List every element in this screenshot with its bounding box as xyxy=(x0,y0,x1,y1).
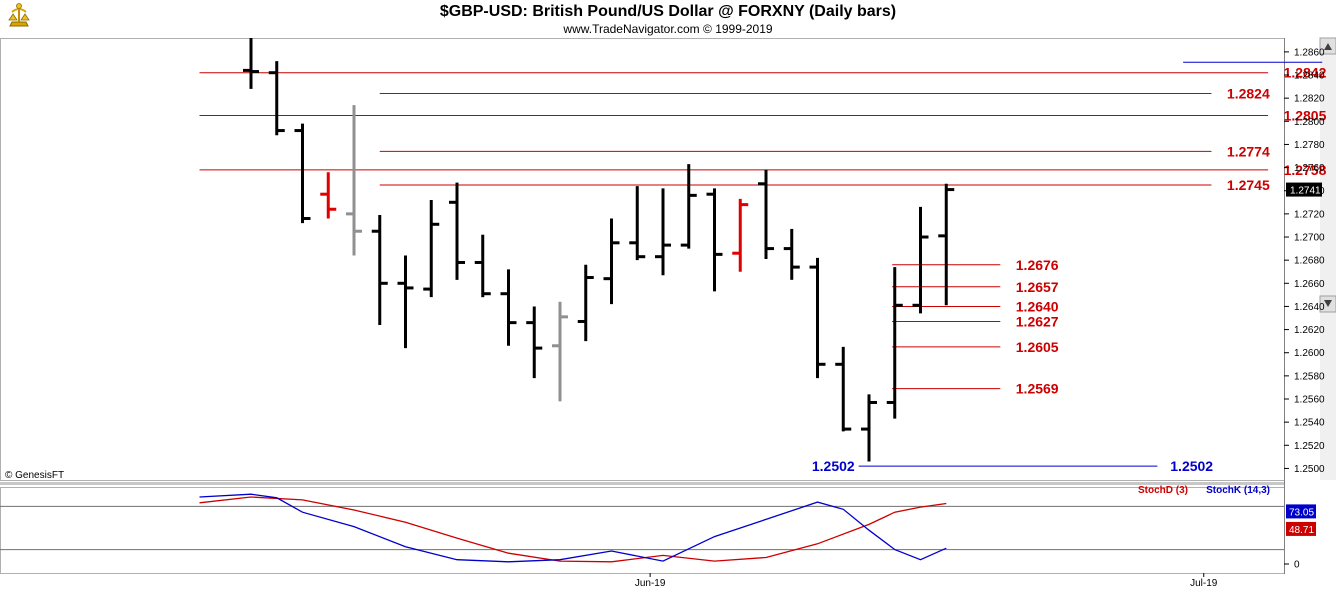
y-tick-label: 1.2580 xyxy=(1294,371,1325,382)
ohlc-bar xyxy=(809,257,826,379)
ohlc-bar xyxy=(268,61,285,136)
stoch-series-line xyxy=(199,496,947,563)
copyright-label: © GenesisFT xyxy=(5,470,64,481)
y-tick-label: 1.2600 xyxy=(1294,348,1325,359)
level-label: 1.2745 xyxy=(1227,177,1270,193)
y-tick-label: 1.2760 xyxy=(1294,163,1325,174)
ohlc-bar xyxy=(655,188,671,276)
ohlc-bar xyxy=(886,267,903,419)
stochk-value-label: 73.05 xyxy=(1289,507,1314,518)
ohlc-bar xyxy=(371,215,388,325)
ohlc-bar xyxy=(243,38,259,89)
ohlc-bar xyxy=(294,123,311,224)
last-price-label: 1.2741 xyxy=(1290,186,1321,197)
stoch-series-line xyxy=(199,493,947,563)
ohlc-bar xyxy=(449,182,465,280)
ohlc-bar xyxy=(474,234,491,298)
y-tick-label: 1.2660 xyxy=(1294,279,1325,290)
y-tick-label: 1.2520 xyxy=(1294,441,1325,452)
ohlc-bar xyxy=(346,105,362,256)
ohlc-bar xyxy=(783,228,800,280)
x-tick-label: Jun-19 xyxy=(635,578,666,589)
ohlc-bar xyxy=(680,164,697,249)
stoch-panel-frame xyxy=(0,487,1285,574)
arrow-up-icon xyxy=(1324,43,1332,50)
price-panel-frame xyxy=(0,38,1285,481)
ohlc-bar xyxy=(835,346,852,432)
stochd-value-label: 48.71 xyxy=(1289,525,1314,536)
ohlc-bar xyxy=(577,264,594,342)
arrow-down-icon xyxy=(1324,300,1332,307)
stoch-y-tick-label: 0 xyxy=(1294,560,1300,571)
vertical-scrollbar[interactable] xyxy=(1319,37,1336,480)
y-tick-label: 1.2720 xyxy=(1294,209,1325,220)
y-tick-label: 1.2700 xyxy=(1294,233,1325,244)
level-label: 1.2774 xyxy=(1227,143,1270,159)
y-tick-label: 1.2780 xyxy=(1294,140,1325,151)
level-label: 1.2842 xyxy=(1284,65,1327,81)
ohlc-bar xyxy=(629,186,646,261)
ohlc-bar xyxy=(423,199,440,298)
level-label: 1.2640 xyxy=(1016,298,1059,314)
level-label: 1.2502 xyxy=(1170,458,1213,474)
ohlc-bar xyxy=(938,183,955,306)
trade-navigator-logo-icon xyxy=(4,2,34,32)
ohlc-bar xyxy=(706,188,723,292)
x-tick-label: Jul-19 xyxy=(1190,578,1218,589)
y-tick-label: 1.2500 xyxy=(1294,464,1325,475)
level-label: 1.2657 xyxy=(1016,279,1059,295)
legend-stochd: StochD (3) xyxy=(1138,485,1188,496)
ohlc-bar xyxy=(758,169,774,259)
level-label: 1.2627 xyxy=(1016,313,1059,329)
level-label: 1.2605 xyxy=(1016,339,1059,355)
ohlc-bar xyxy=(320,172,337,219)
y-tick-label: 1.2680 xyxy=(1294,256,1325,267)
y-tick-label: 1.2800 xyxy=(1294,117,1325,128)
y-tick-label: 1.2640 xyxy=(1294,302,1325,313)
level-label: 1.2676 xyxy=(1016,257,1059,273)
y-tick-label: 1.2620 xyxy=(1294,325,1325,336)
ohlc-bar xyxy=(912,206,929,314)
legend-stochk: StochK (14,3) xyxy=(1206,485,1270,496)
y-tick-label: 1.2860 xyxy=(1294,47,1325,58)
stochd-value-box xyxy=(1286,521,1316,536)
level-label-left: 1.2502 xyxy=(812,458,855,474)
ohlc-bar xyxy=(732,198,749,272)
chart-subtitle: www.TradeNavigator.com © 1999-2019 xyxy=(563,22,773,36)
ohlc-bar xyxy=(397,255,414,349)
level-label: 1.2824 xyxy=(1227,86,1270,102)
ohlc-bar xyxy=(603,218,620,305)
y-tick-label: 1.2840 xyxy=(1294,71,1325,82)
ohlc-bar xyxy=(861,394,877,462)
level-label: 1.2569 xyxy=(1016,381,1059,397)
ohlc-bar xyxy=(552,301,568,402)
ohlc-bar xyxy=(500,269,517,346)
level-label: 1.2805 xyxy=(1284,108,1327,124)
ohlc-bar xyxy=(526,306,543,379)
chart-title: $GBP-USD: British Pound/US Dollar @ FORX… xyxy=(439,3,897,20)
chart-header: $GBP-USD: British Pound/US Dollar @ FORX… xyxy=(0,0,1336,38)
last-price-box xyxy=(1286,182,1322,197)
stochk-value-box xyxy=(1286,504,1316,519)
y-tick-label: 1.2560 xyxy=(1294,395,1325,406)
y-tick-label: 1.2540 xyxy=(1294,418,1325,429)
level-label: 1.2758 xyxy=(1284,162,1327,178)
y-tick-label: 1.2820 xyxy=(1294,94,1325,105)
